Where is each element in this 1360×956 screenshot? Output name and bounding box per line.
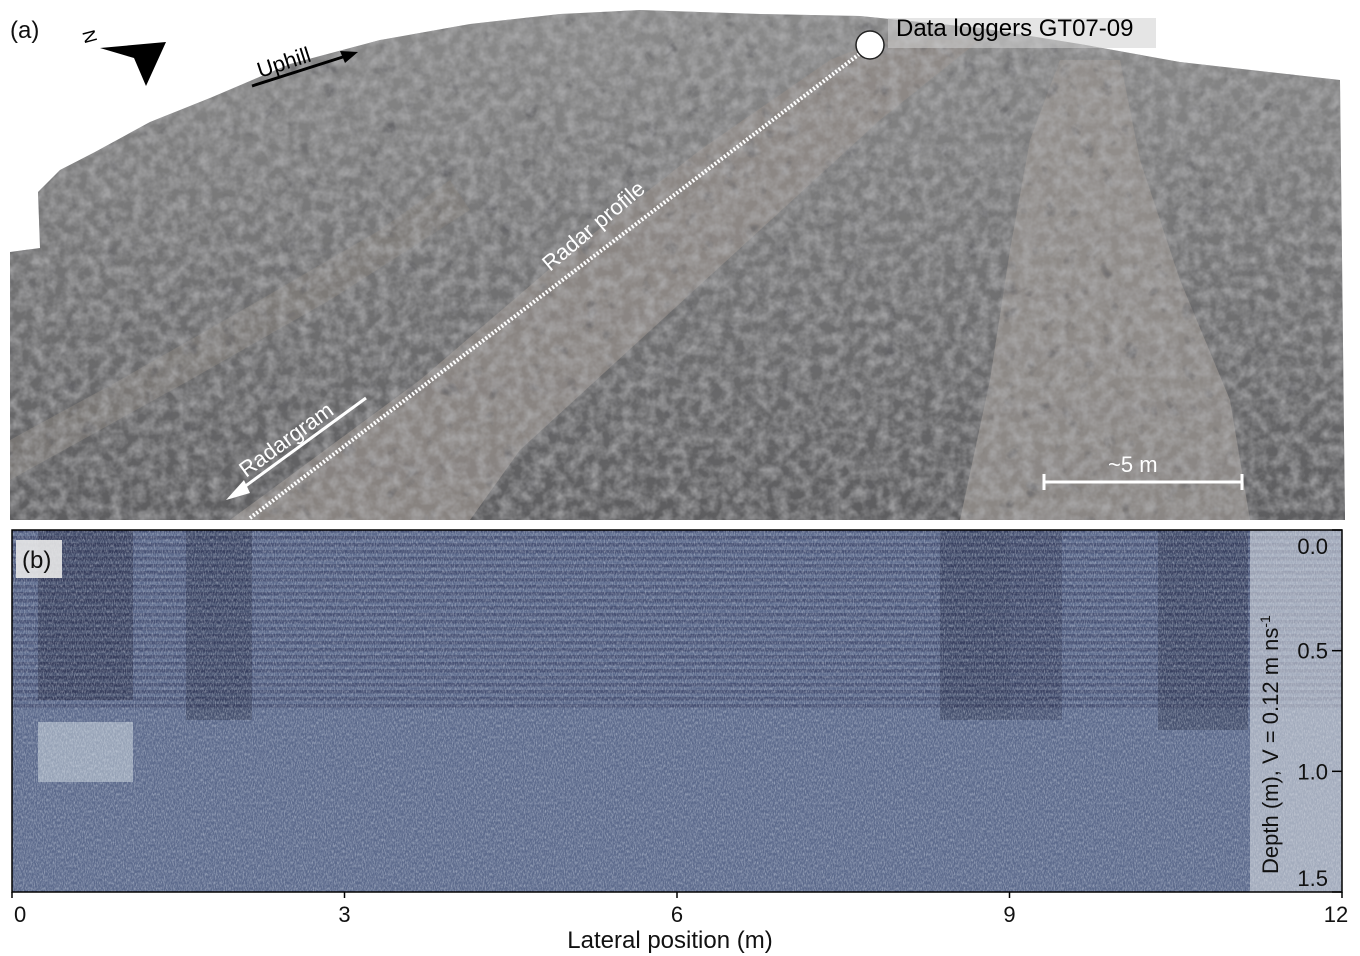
y-axis-label-superscript: -1 [1257,615,1273,628]
y-tick-label: 1.5 [1297,866,1328,891]
north-arrow-icon: N [78,28,166,86]
y-tick-label: 0.0 [1297,534,1328,559]
scale-bar: ~5 m [1042,452,1244,490]
x-axis-ticks: 0 3 6 9 12 [11,892,1348,927]
x-tick-label: 0 [14,902,26,927]
x-tick-label: 3 [338,902,350,927]
panel-a-photo: (a) N Uphill Radar profile Data loggers … [10,10,1345,520]
radargram-image [12,530,1342,892]
x-axis-label: Lateral position (m) [567,927,772,954]
panel-a-label: (a) [10,17,39,44]
radar-profile-line [248,50,864,520]
scale-bar-label: ~5 m [1108,452,1158,477]
x-tick-label: 12 [1324,902,1348,927]
x-tick-label: 9 [1003,902,1015,927]
data-loggers-label: Data loggers GT07-09 [896,15,1133,42]
north-arrow-letter: N [78,28,101,46]
panel-b-label: (b) [22,547,51,574]
y-axis-label: Depth (m), V = 0.12 m ns-1 [1257,615,1283,874]
data-logger-marker-icon [855,30,885,60]
y-axis-ticks: 0.0 0.5 1.0 1.5 [1297,529,1342,893]
panel-b-label-bg [16,540,62,578]
y-axis-label-main: Depth (m), V = 0.12 m ns [1258,628,1283,874]
panel-b-radargram: (b) Depth (m), V = 0.12 m ns-1 0.0 0.5 1.0… [11,529,1348,954]
x-tick-label: 6 [671,902,683,927]
y-tick-label: 1.0 [1297,759,1328,784]
y-tick-label: 0.5 [1297,639,1328,664]
data-loggers-label-bg [888,18,1156,48]
